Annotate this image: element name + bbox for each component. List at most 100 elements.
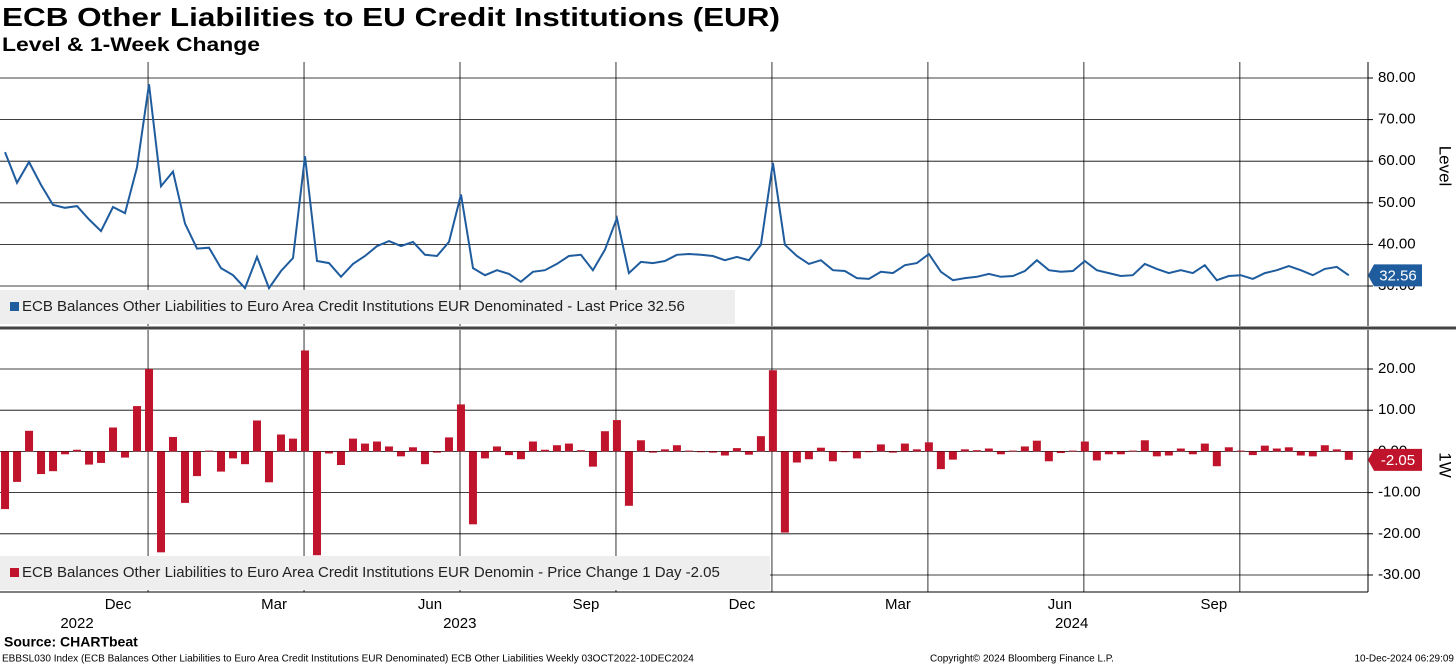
- bar: [564, 443, 573, 452]
- bar: [1344, 451, 1353, 460]
- x-tick-label: Jun: [1048, 596, 1072, 613]
- x-tick-label: Sep: [573, 596, 600, 613]
- bar: [480, 451, 489, 459]
- bar: [217, 451, 226, 472]
- bar: [768, 370, 777, 452]
- bar: [720, 451, 729, 456]
- bar: [1296, 451, 1305, 456]
- bar: [612, 420, 621, 452]
- y-tick-label: -30.00: [1378, 566, 1421, 583]
- bar: [1212, 451, 1221, 467]
- bar: [876, 444, 885, 452]
- x-tick-label: Jun: [418, 596, 442, 613]
- y-tick-label: 60.00: [1378, 152, 1416, 169]
- bar: [1308, 451, 1317, 457]
- bar: [1224, 447, 1233, 452]
- bar: [744, 451, 753, 455]
- bar: [288, 438, 297, 452]
- footer-right: 10-Dec-2024 06:29:09: [1354, 654, 1454, 665]
- bar: [420, 451, 429, 465]
- legend-swatch: [10, 568, 19, 577]
- bar: [61, 451, 70, 455]
- bar: [1056, 451, 1065, 454]
- x-tick-label: Dec: [105, 596, 132, 613]
- bar: [636, 440, 645, 452]
- bar: [708, 451, 717, 453]
- x-year-label: 2023: [443, 615, 476, 632]
- bar: [1200, 443, 1209, 452]
- bar: [1092, 451, 1101, 461]
- chart-subtitle: Level & 1-Week Change: [2, 35, 260, 56]
- legend-label: ECB Balances Other Liabilities to Euro A…: [22, 298, 685, 315]
- y-tick-label: 20.00: [1378, 360, 1416, 377]
- bar: [468, 451, 477, 525]
- bar: [756, 436, 765, 452]
- bar: [888, 451, 897, 453]
- bar: [181, 451, 190, 503]
- bar: [852, 451, 861, 459]
- bar: [169, 436, 178, 452]
- y-tick-label: 10.00: [1378, 401, 1416, 418]
- bar: [648, 451, 657, 453]
- bar: [1104, 451, 1113, 455]
- bar: [1248, 451, 1257, 456]
- bar: [960, 449, 969, 452]
- x-tick-label: Mar: [885, 596, 911, 613]
- line: [4, 84, 1350, 291]
- bar: [540, 449, 549, 452]
- bar: [576, 450, 585, 452]
- y-axis-label: 1W: [1436, 452, 1455, 478]
- bar: [312, 451, 321, 556]
- bar: [264, 451, 273, 483]
- bar: [792, 451, 801, 463]
- bar: [1128, 450, 1137, 452]
- bar: [780, 451, 789, 533]
- bar: [205, 450, 214, 452]
- legend-label: ECB Balances Other Liabilities to Euro A…: [22, 564, 720, 581]
- y-tick-label: 80.00: [1378, 69, 1416, 86]
- bar: [948, 451, 957, 460]
- y-tick-label: 40.00: [1378, 235, 1416, 252]
- bar: [240, 451, 249, 465]
- y-tick-label: -10.00: [1378, 484, 1421, 501]
- bar: [37, 451, 46, 475]
- bar: [1152, 451, 1161, 457]
- bar: [1020, 446, 1029, 452]
- bar: [1260, 445, 1269, 452]
- bar: [924, 442, 933, 452]
- legend-box: [0, 290, 735, 324]
- bar: [672, 445, 681, 452]
- bar: [1116, 451, 1125, 455]
- bar: [49, 451, 58, 472]
- bar: [732, 448, 741, 452]
- bar: [336, 451, 345, 465]
- bar: [900, 443, 909, 452]
- bar: [432, 451, 441, 453]
- bar: [97, 451, 106, 463]
- last-value-tag: [1368, 264, 1422, 287]
- bar: [624, 451, 633, 506]
- bar: [109, 427, 118, 452]
- bar: [1008, 450, 1017, 452]
- bar: [1176, 448, 1185, 452]
- bar: [252, 420, 261, 452]
- x-year-label: 2022: [60, 615, 93, 632]
- bar: [276, 434, 285, 452]
- bar: [1188, 451, 1197, 455]
- bar: [456, 404, 465, 452]
- bar: [1080, 441, 1089, 452]
- legend-box: [0, 556, 770, 590]
- bar: [864, 451, 873, 453]
- x-tick-label: Mar: [261, 596, 287, 613]
- bar: [552, 445, 561, 452]
- y-tick-label: -20.00: [1378, 525, 1421, 542]
- bar: [1140, 440, 1149, 452]
- bar: [300, 350, 309, 452]
- bar: [936, 451, 945, 470]
- legend-swatch: [10, 302, 19, 311]
- bar: [1, 451, 10, 510]
- y-axis-label: Level: [1436, 146, 1455, 187]
- bar: [193, 451, 202, 477]
- bar: [444, 437, 453, 452]
- chart-title: ECB Other Liabilities to EU Credit Insti…: [2, 2, 780, 32]
